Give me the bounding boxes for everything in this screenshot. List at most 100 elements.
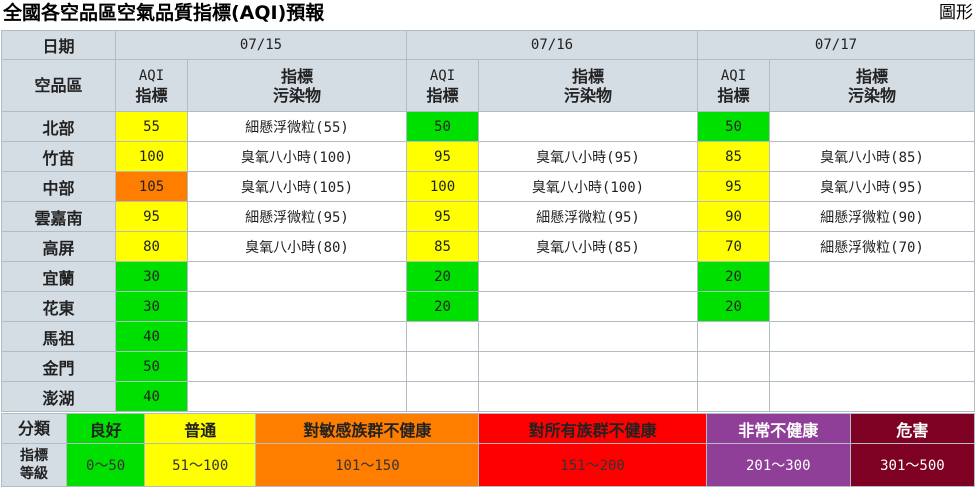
table-row: 雲嘉南 95 細懸浮微粒(95) 95 細懸浮微粒(95) 90 細懸浮微粒(90) bbox=[1, 201, 975, 232]
pollutant-value bbox=[769, 321, 975, 352]
legend-level-range: 301～500 bbox=[849, 443, 976, 487]
pollutant-value: 臭氧八小時(105) bbox=[187, 171, 407, 202]
pollutant-value bbox=[187, 321, 407, 352]
aqi-value: 100 bbox=[115, 141, 188, 172]
region-name: 宜蘭 bbox=[1, 261, 116, 292]
legend-level-range: 101～150 bbox=[255, 443, 480, 487]
pollutant-value bbox=[769, 291, 975, 322]
region-name: 馬祖 bbox=[1, 321, 116, 352]
date-header: 日期 bbox=[1, 30, 116, 60]
page-title: 全國各空品區空氣品質指標(AQI)預報 bbox=[3, 2, 325, 24]
legend-level-name: 危害 bbox=[849, 413, 976, 444]
aqi-value: 85 bbox=[406, 231, 479, 262]
aqi-value: 20 bbox=[697, 261, 770, 292]
aqi-value: 50 bbox=[115, 351, 188, 382]
pollutant-value bbox=[478, 261, 698, 292]
aqi-value bbox=[697, 321, 770, 352]
aqi-value: 105 bbox=[115, 171, 188, 202]
aqi-header: AQI 指標 bbox=[697, 59, 770, 112]
aqi-value: 100 bbox=[406, 171, 479, 202]
legend-level-name: 對敏感族群不健康 bbox=[255, 413, 480, 444]
region-name: 花東 bbox=[1, 291, 116, 322]
pollutant-value: 臭氧八小時(85) bbox=[478, 231, 698, 262]
pollutant-value bbox=[187, 291, 407, 322]
aqi-value: 55 bbox=[115, 111, 188, 142]
region-name: 金門 bbox=[1, 351, 116, 382]
region-name: 北部 bbox=[1, 111, 116, 142]
table-row: 澎湖 40 bbox=[1, 381, 975, 412]
pollutant-header: 指標 污染物 bbox=[187, 59, 407, 112]
aqi-value bbox=[697, 351, 770, 382]
pollutant-value bbox=[769, 351, 975, 382]
pollutant-header: 指標 污染物 bbox=[769, 59, 975, 112]
legend-level-name: 非常不健康 bbox=[705, 413, 851, 444]
legend-level-name: 對所有族群不健康 bbox=[478, 413, 707, 444]
legend-level-range: 0～50 bbox=[66, 443, 146, 487]
aqi-header: AQI 指標 bbox=[115, 59, 188, 112]
pollutant-value bbox=[187, 381, 407, 412]
pollutant-value bbox=[769, 111, 975, 142]
pollutant-value bbox=[478, 381, 698, 412]
aqi-value: 20 bbox=[406, 261, 479, 292]
aqi-value: 50 bbox=[697, 111, 770, 142]
aqi-value: 70 bbox=[697, 231, 770, 262]
table-row: 花東 30 20 20 bbox=[1, 291, 975, 322]
table-row: 宜蘭 30 20 20 bbox=[1, 261, 975, 292]
region-header: 空品區 bbox=[1, 59, 116, 112]
pollutant-value bbox=[478, 321, 698, 352]
aqi-value: 90 bbox=[697, 201, 770, 232]
aqi-value bbox=[697, 381, 770, 412]
aqi-value: 95 bbox=[697, 171, 770, 202]
pollutant-value: 臭氧八小時(100) bbox=[478, 171, 698, 202]
pollutant-value bbox=[769, 381, 975, 412]
aqi-value: 30 bbox=[115, 261, 188, 292]
date-column-2: 07/16 bbox=[406, 30, 698, 60]
aqi-value bbox=[406, 381, 479, 412]
forecast-table: 日期 07/15 07/16 07/17 空品區 AQI 指標 指標 污染物 AQI 指標… bbox=[1, 30, 975, 412]
legend-level-name: 普通 bbox=[144, 413, 257, 444]
aqi-value: 80 bbox=[115, 231, 188, 262]
pollutant-value bbox=[187, 261, 407, 292]
aqi-value: 95 bbox=[115, 201, 188, 232]
table-row: 北部 55 細懸浮微粒(55) 50 50 bbox=[1, 111, 975, 142]
pollutant-value: 臭氧八小時(80) bbox=[187, 231, 407, 262]
table-row: 竹苗 100 臭氧八小時(100) 95 臭氧八小時(95) 85 臭氧八小時(85) bbox=[1, 141, 975, 172]
aqi-value: 50 bbox=[406, 111, 479, 142]
pollutant-header: 指標 污染物 bbox=[478, 59, 698, 112]
aqi-value: 95 bbox=[406, 141, 479, 172]
legend-level-range: 151～200 bbox=[478, 443, 707, 487]
pollutant-value: 細懸浮微粒(70) bbox=[769, 231, 975, 262]
legend-grade-label: 指標 等級 bbox=[0, 443, 68, 487]
aqi-value: 30 bbox=[115, 291, 188, 322]
aqi-value bbox=[406, 351, 479, 382]
pollutant-value bbox=[478, 111, 698, 142]
legend-category-label: 分類 bbox=[0, 413, 68, 444]
aqi-value: 20 bbox=[697, 291, 770, 322]
pollutant-value: 臭氧八小時(85) bbox=[769, 141, 975, 172]
pollutant-value bbox=[478, 291, 698, 322]
region-name: 雲嘉南 bbox=[1, 201, 116, 232]
pollutant-value bbox=[478, 351, 698, 382]
aqi-legend: 分類 良好 普通 對敏感族群不健康 對所有族群不健康 非常不健康 危害 指標 等級 0～5… bbox=[0, 413, 976, 487]
aqi-value: 40 bbox=[115, 321, 188, 352]
table-row: 中部 105 臭氧八小時(105) 100 臭氧八小時(100) 95 臭氧八小時(95) bbox=[1, 171, 975, 202]
aqi-value: 20 bbox=[406, 291, 479, 322]
pollutant-value: 臭氧八小時(95) bbox=[769, 171, 975, 202]
pollutant-value: 臭氧八小時(95) bbox=[478, 141, 698, 172]
legend-level-name: 良好 bbox=[66, 413, 146, 444]
region-name: 澎湖 bbox=[1, 381, 116, 412]
legend-level-range: 201～300 bbox=[705, 443, 851, 487]
pollutant-value: 細懸浮微粒(55) bbox=[187, 111, 407, 142]
region-name: 高屏 bbox=[1, 231, 116, 262]
graph-link[interactable]: 圖形 bbox=[939, 3, 973, 23]
date-column-1: 07/15 bbox=[115, 30, 407, 60]
pollutant-value: 細懸浮微粒(95) bbox=[187, 201, 407, 232]
table-row: 金門 50 bbox=[1, 351, 975, 382]
pollutant-value bbox=[187, 351, 407, 382]
pollutant-value: 細懸浮微粒(95) bbox=[478, 201, 698, 232]
aqi-value: 85 bbox=[697, 141, 770, 172]
pollutant-value bbox=[769, 261, 975, 292]
aqi-value: 40 bbox=[115, 381, 188, 412]
legend-level-range: 51～100 bbox=[144, 443, 257, 487]
region-name: 中部 bbox=[1, 171, 116, 202]
